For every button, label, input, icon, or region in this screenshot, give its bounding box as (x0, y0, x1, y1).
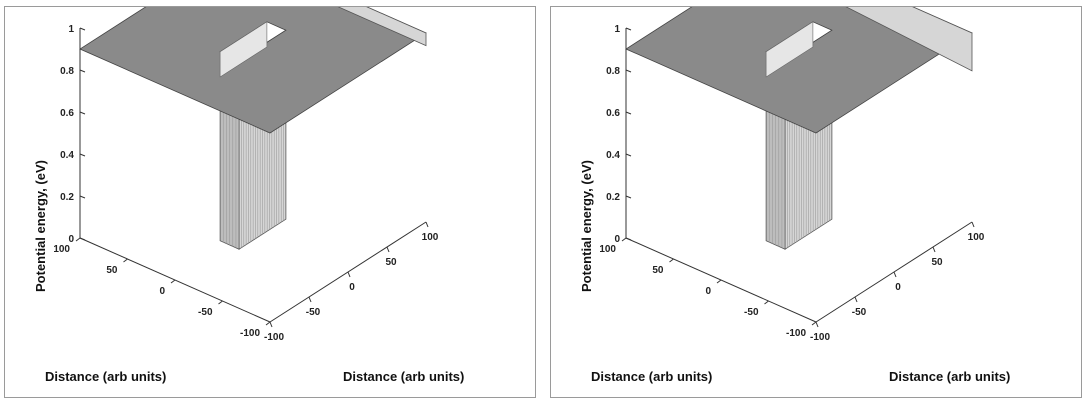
chart-panel-left: 0 0.2 0.4 0.6 0.8 1 -100 -50 0 50 100 -100 -50 0 50 100… (4, 6, 536, 398)
barrier-flat-edge (337, 7, 427, 47)
y-tick-label: 0 (159, 286, 165, 297)
z-axis-label: Potential energy, (eV) (33, 160, 48, 292)
y-tick-mark (218, 300, 223, 305)
hole-inner-wall (765, 21, 814, 78)
z-tick-label: 1 (68, 24, 74, 35)
y-tick-label: -50 (744, 307, 759, 318)
z-tick-label: 0.4 (60, 150, 74, 161)
chart-panel-right: 0 0.2 0.4 0.6 0.8 1 -100 -50 0 50 100 -100 -50 0 50 100… (550, 6, 1082, 398)
y-tick-mark (764, 300, 769, 305)
z-tick-mark (79, 27, 86, 31)
x-tick-mark (893, 271, 897, 278)
z-tick-label: 0.6 (60, 108, 74, 119)
y-tick-mark (621, 237, 627, 242)
y-tick-label: -100 (240, 328, 260, 339)
z-tick-label: 0.4 (606, 150, 620, 161)
z-tick-label: 0.2 (606, 192, 620, 203)
x-tick-label: 100 (968, 232, 985, 243)
surface-plot-right: 0 0.2 0.4 0.6 0.8 1 -100 -50 0 50 100 -100 -50 0 50 100… (579, 7, 1010, 384)
x-tick-mark (347, 271, 351, 278)
y-tick-label: 50 (106, 265, 118, 276)
y-tick-mark (170, 279, 176, 284)
y-tick-label: 50 (652, 265, 664, 276)
z-tick-mark (625, 27, 632, 31)
x-tick-label: 0 (349, 282, 355, 293)
z-tick-label: 0.2 (60, 192, 74, 203)
surface-plot-left: 0 0.2 0.4 0.6 0.8 1 -100 -50 0 50 100 -100 -50 0 50 100… (33, 7, 464, 384)
y-tick-mark (716, 279, 722, 284)
x-axis-label: Distance (arb units) (343, 369, 464, 384)
x-tick-label: -100 (810, 332, 830, 343)
z-tick-mark (79, 237, 86, 241)
barrier-plateau (79, 7, 427, 134)
hole-inner-wall (219, 21, 268, 78)
z-tick-mark (625, 69, 632, 73)
z-tick-mark (625, 195, 632, 199)
y-tick-mark (811, 321, 817, 326)
x-tick-label: 100 (422, 232, 439, 243)
x-axis-label: Distance (arb units) (889, 369, 1010, 384)
y-tick-mark (75, 237, 81, 242)
z-axis-label: Potential energy, (eV) (579, 160, 594, 292)
x-tick-mark (932, 246, 936, 253)
z-tick-mark (625, 237, 632, 241)
x-tick-mark (425, 221, 429, 228)
y-axis-label: Distance (arb units) (45, 369, 166, 384)
y-tick-label: -100 (786, 328, 806, 339)
y-tick-label: 100 (53, 244, 70, 255)
z-tick-label: 0 (614, 234, 620, 245)
x-tick-mark (854, 296, 858, 303)
z-tick-mark (625, 111, 632, 115)
z-tick-mark (79, 153, 86, 157)
x-tick-label: -100 (264, 332, 284, 343)
z-tick-label: 0.6 (606, 108, 620, 119)
x-tick-label: -50 (306, 307, 321, 318)
x-tick-label: 50 (385, 257, 397, 268)
z-tick-label: 0 (68, 234, 74, 245)
y-tick-label: 100 (599, 244, 616, 255)
x-tick-label: 50 (931, 257, 943, 268)
y-axis-label: Distance (arb units) (591, 369, 712, 384)
y-tick-label: 0 (705, 286, 711, 297)
y-tick-mark (265, 321, 271, 326)
y-tick-mark (669, 258, 674, 263)
x-tick-label: 0 (895, 282, 901, 293)
z-tick-mark (625, 153, 632, 157)
y-tick-mark (123, 258, 128, 263)
x-tick-mark (386, 246, 390, 253)
x-tick-mark (308, 296, 312, 303)
x-tick-mark (815, 321, 819, 328)
z-tick-label: 0.8 (606, 66, 620, 77)
z-tick-label: 0.8 (60, 66, 74, 77)
z-tick-label: 1 (614, 24, 620, 35)
x-tick-label: -50 (852, 307, 867, 318)
y-tick-label: -50 (198, 307, 213, 318)
z-tick-mark (79, 111, 86, 115)
z-tick-mark (79, 69, 86, 73)
x-tick-mark (269, 321, 273, 328)
barrier-slope-edge (845, 7, 973, 72)
x-tick-mark (971, 221, 975, 228)
z-tick-mark (79, 195, 86, 199)
